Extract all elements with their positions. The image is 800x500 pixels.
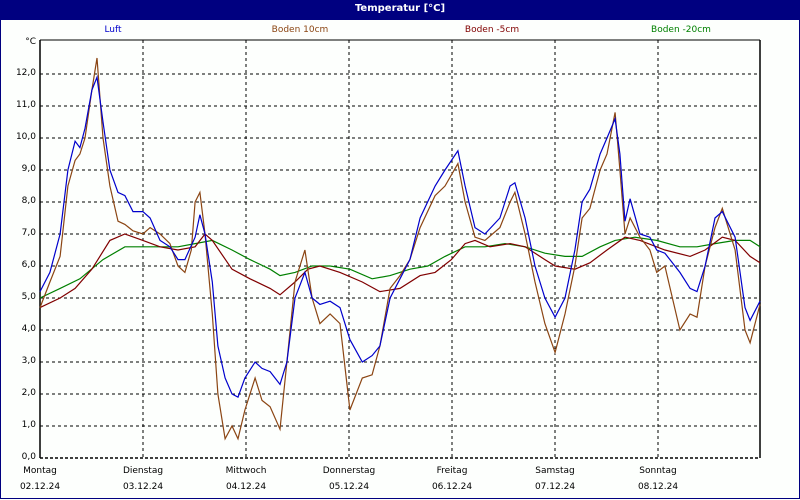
x-tick-day: Donnerstag	[322, 466, 376, 476]
y-tick-label: 6,0	[21, 260, 36, 270]
x-tick-date: 06.12.24	[431, 482, 473, 492]
legend-item: Boden -5cm	[464, 25, 520, 35]
y-tick-label: 9,0	[21, 164, 36, 174]
x-tick-date: 02.12.24	[19, 482, 61, 492]
y-tick-label: 5,0	[21, 292, 36, 302]
x-tick-day: Montag	[23, 466, 57, 476]
x-tick-date: 05.12.24	[328, 482, 370, 492]
y-tick-label: 3,0	[21, 356, 36, 366]
y-tick-label: 7,0	[21, 228, 36, 238]
x-tick-date: 07.12.24	[534, 482, 576, 492]
x-tick-day: Dienstag	[122, 466, 164, 476]
series-line-boden-10cm	[39, 57, 761, 441]
legend-item: Luft	[104, 25, 122, 35]
y-tick-label: 8,0	[21, 196, 36, 206]
x-tick-date: 08.12.24	[637, 482, 679, 492]
legend-item: Boden 10cm	[271, 25, 329, 35]
x-tick-date: 03.12.24	[122, 482, 164, 492]
y-tick-label: 0,0	[21, 452, 36, 462]
legend-item: Boden -20cm	[651, 25, 711, 35]
y-tick-label: 12,0	[15, 68, 36, 78]
y-tick-label: 1,0	[21, 420, 36, 430]
series-line-luft	[39, 74, 761, 399]
y-tick-label: 2,0	[21, 388, 36, 398]
series-line-boden-5cm	[39, 233, 761, 309]
x-tick-date: 04.12.24	[225, 482, 267, 492]
x-tick-day: Sonntag	[639, 466, 677, 476]
y-tick-label: 10,0	[15, 132, 36, 142]
chart-title: Temperatur [°C]	[0, 0, 800, 20]
x-tick-day: Samstag	[535, 466, 575, 476]
y-tick-label: 11,0	[15, 100, 36, 110]
y-axis-unit: °C	[25, 37, 36, 47]
y-tick-label: 4,0	[21, 324, 36, 334]
x-tick-day: Freitag	[436, 466, 468, 476]
x-tick-day: Mittwoch	[225, 466, 267, 476]
